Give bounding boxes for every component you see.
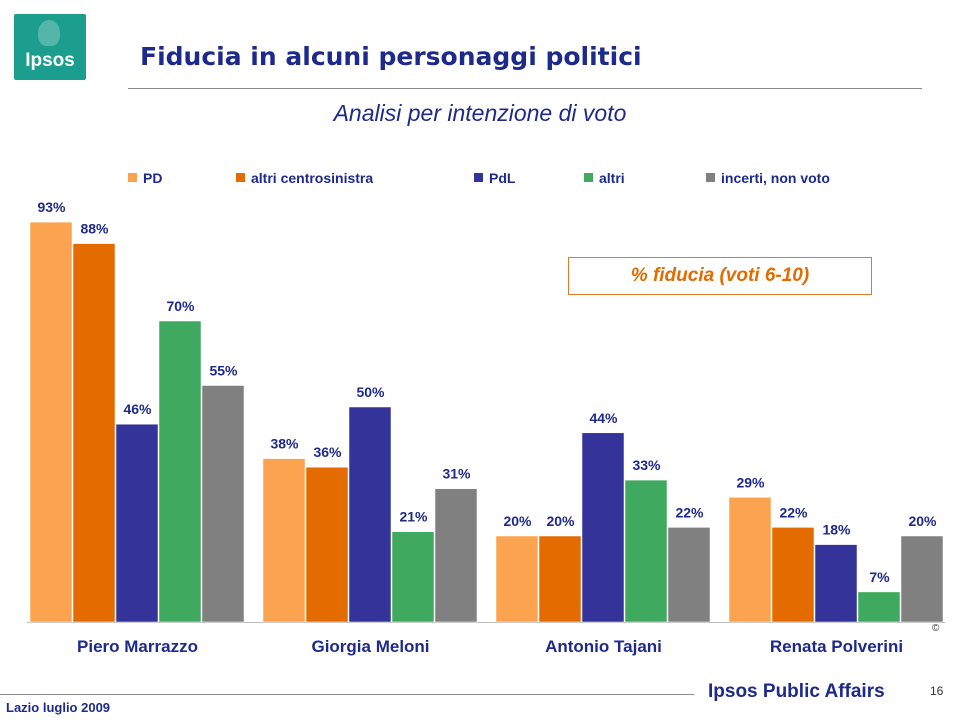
bar-giorgia-meloni-pd <box>262 458 306 623</box>
legend-label: PdL <box>489 170 516 186</box>
legend-swatch-pd <box>128 173 137 182</box>
data-label-giorgia-meloni-incerti-non-voto: 31% <box>442 466 471 482</box>
footer-date: Lazio luglio 2009 <box>6 700 111 715</box>
legend-label: altri centrosinistra <box>251 170 374 186</box>
data-label-antonio-tajani-incerti-non-voto: 22% <box>675 504 704 520</box>
bar-antonio-tajani-pd <box>495 535 539 623</box>
legend-item-altri-centrosinistra: altri centrosinistra <box>236 170 373 186</box>
bar-piero-marrazzo-incerti-non-voto <box>201 385 245 623</box>
page-title: Fiducia in alcuni personaggi politici <box>140 42 642 71</box>
data-label-renata-polverini-incerti-non-voto: 20% <box>908 513 937 529</box>
category-label-renata-polverini: Renata Polverini <box>770 637 903 656</box>
legend-label: altri <box>599 170 625 186</box>
bar-antonio-tajani-incerti-non-voto <box>667 527 711 623</box>
legend-item-altri: altri <box>584 170 625 186</box>
legend-label: PD <box>143 170 163 186</box>
legend-item-pdl: PdL <box>474 170 515 186</box>
fiducia-callout: % fiducia (voti 6-10) <box>568 257 872 295</box>
data-label-antonio-tajani-pdl: 44% <box>589 410 618 426</box>
data-label-piero-marrazzo-incerti-non-voto: 55% <box>209 363 238 379</box>
data-label-renata-polverini-altri-centrosinistra: 22% <box>779 504 808 520</box>
title-divider <box>128 88 922 89</box>
bar-giorgia-meloni-pdl <box>348 406 392 623</box>
bar-renata-polverini-pd <box>728 497 772 623</box>
data-label-renata-polverini-pdl: 18% <box>822 522 851 538</box>
legend-item-incerti: incerti, non voto <box>706 170 830 186</box>
data-label-antonio-tajani-pd: 20% <box>503 513 532 529</box>
bar-piero-marrazzo-pd <box>29 221 73 623</box>
legend-item-pd: PD <box>128 170 162 186</box>
data-label-piero-marrazzo-altri: 70% <box>166 298 195 314</box>
chart-legend: PD altri centrosinistra PdL altri incert… <box>128 170 868 188</box>
legend-swatch-altri <box>584 173 593 182</box>
category-label-piero-marrazzo: Piero Marrazzo <box>77 637 198 656</box>
bar-piero-marrazzo-altri-centrosinistra <box>72 243 116 623</box>
bar-giorgia-meloni-incerti-non-voto <box>434 488 478 623</box>
logo-head-icon <box>38 20 60 46</box>
data-label-piero-marrazzo-pd: 93% <box>37 199 66 215</box>
footer-divider <box>0 694 694 695</box>
bar-chart: 93% 88% 46% 70% 55% Piero Marrazzo 38% 36% 50% 21… <box>27 199 945 656</box>
ipsos-logo: Ipsos <box>14 14 86 80</box>
bar-antonio-tajani-pdl <box>581 432 625 623</box>
footer-brand: Ipsos Public Affairs <box>708 681 885 702</box>
bar-giorgia-meloni-altri-centrosinistra <box>305 466 349 623</box>
data-label-piero-marrazzo-pdl: 46% <box>123 401 152 417</box>
data-label-giorgia-meloni-pd: 38% <box>270 436 299 452</box>
legend-swatch-incerti <box>706 173 715 182</box>
data-label-giorgia-meloni-pdl: 50% <box>356 384 385 400</box>
data-label-renata-polverini-altri: 7% <box>869 569 890 585</box>
page-subtitle: Analisi per intenzione di voto <box>333 100 627 126</box>
data-label-piero-marrazzo-altri-centrosinistra: 88% <box>80 221 109 237</box>
bar-giorgia-meloni-altri <box>391 531 435 623</box>
page-number: 16 <box>930 684 944 698</box>
category-label-giorgia-meloni: Giorgia Meloni <box>311 637 429 656</box>
logo-text: Ipsos <box>25 50 75 71</box>
legend-label: incerti, non voto <box>721 170 830 186</box>
bar-piero-marrazzo-pdl <box>115 423 159 623</box>
copyright-mark: © <box>932 623 940 634</box>
bar-antonio-tajani-altri <box>624 479 668 623</box>
data-label-giorgia-meloni-altri: 21% <box>399 509 428 525</box>
category-label-antonio-tajani: Antonio Tajani <box>545 637 662 656</box>
bar-piero-marrazzo-altri <box>158 320 202 623</box>
bar-renata-polverini-altri <box>857 591 901 623</box>
legend-swatch-altri-centrosinistra <box>236 173 245 182</box>
bar-renata-polverini-altri-centrosinistra <box>771 527 815 623</box>
bar-renata-polverini-pdl <box>814 544 858 623</box>
bar-antonio-tajani-altri-centrosinistra <box>538 535 582 623</box>
bar-renata-polverini-incerti-non-voto <box>900 535 944 623</box>
data-label-antonio-tajani-altri: 33% <box>632 457 661 473</box>
data-label-giorgia-meloni-altri-centrosinistra: 36% <box>313 444 342 460</box>
data-label-renata-polverini-pd: 29% <box>736 474 765 490</box>
legend-swatch-pdl <box>474 173 483 182</box>
data-label-antonio-tajani-altri-centrosinistra: 20% <box>546 513 575 529</box>
